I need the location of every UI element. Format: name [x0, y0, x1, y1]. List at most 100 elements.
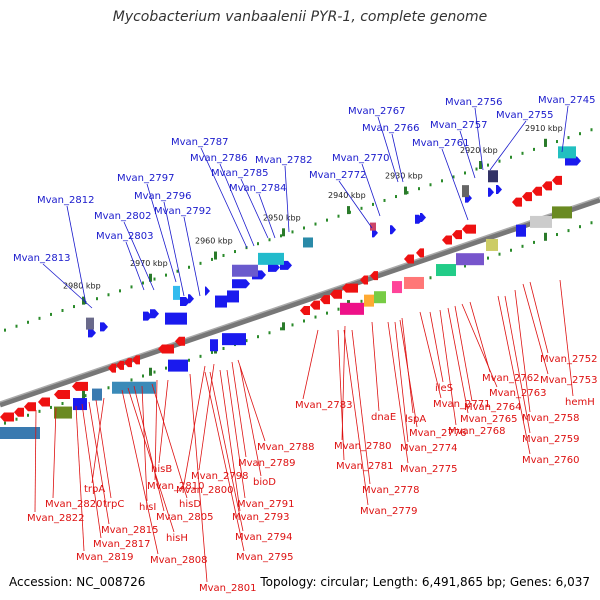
plus-gene-arrow [488, 187, 494, 197]
minus-gene-label: Mvan_2815 [101, 525, 158, 536]
plus-gene-block [258, 252, 284, 265]
minus-gene-block [404, 276, 424, 289]
plus-gene-label: Mvan_2812 [37, 195, 94, 206]
minus-gene-arrow [38, 397, 50, 407]
minus-label-leader [34, 409, 37, 513]
minus-label-leader [204, 371, 245, 552]
plus-gene-block [173, 285, 180, 300]
ruler-tick-label: 2930 kbp [385, 172, 423, 181]
minus-gene-block [486, 238, 498, 251]
minus-label-leader [429, 311, 444, 383]
minus-gene-block [364, 294, 374, 307]
plus-label-leader [459, 130, 476, 179]
plus-label-leader [338, 180, 373, 229]
plus-gene-label: Mvan_2782 [255, 155, 312, 166]
minus-gene-label: hemH [565, 397, 595, 408]
minus-gene-arrow [370, 271, 378, 281]
minus-label-leader [504, 295, 531, 434]
minus-label-leader [522, 283, 549, 375]
minus-label-leader [469, 301, 491, 373]
plus-gene-label: Mvan_2796 [134, 191, 191, 202]
plus-label-leader [42, 263, 93, 309]
plus-label-leader [474, 107, 484, 171]
minus-gene-label: Mvan_2776 [409, 428, 466, 439]
minus-gene-arrow [416, 248, 424, 258]
minus-gene-label: trpC [103, 499, 124, 510]
minus-gene-label: Mvan_2810 [147, 481, 204, 492]
minus-label-leader [394, 321, 409, 443]
minus-gene-arrow [532, 186, 542, 196]
minus-gene-arrow [300, 306, 310, 315]
minus-label-leader [351, 329, 371, 485]
minus-gene-arrow [360, 275, 368, 285]
minus-gene-block [516, 224, 526, 237]
minus-label-leaders [34, 279, 574, 583]
plus-gene-labels: Mvan_2745 Mvan_2755 Mvan_2756 Mvan_2757 Mvan… [13, 95, 595, 264]
plus-gene-label: Mvan_2757 [430, 120, 487, 131]
plus-label-leader [258, 193, 276, 239]
minus-gene-label: Mvan_2760 [522, 455, 579, 466]
plus-gene-arrow [372, 228, 378, 238]
minus-gene-label: Mvan_2753 [540, 375, 597, 386]
ruler-tick [404, 186, 407, 195]
minus-gene-label: Mvan_2762 [482, 373, 539, 384]
minus-label-leader [154, 379, 158, 481]
plus-label-leader [200, 147, 248, 249]
plus-gene-label: Mvan_2784 [229, 183, 286, 194]
minus-gene-block [168, 359, 188, 372]
ruler-tick-label: 2920 kbp [460, 146, 498, 155]
ruler-tick [544, 138, 547, 147]
minus-gene-label: Mvan_2808 [150, 555, 207, 566]
plus-gene-label: Mvan_2755 [496, 110, 553, 121]
minus-gene-label: Mvan_2781 [336, 461, 393, 472]
minus-gene-label: Mvan_2789 [238, 458, 295, 469]
ruler-tick-inner [282, 322, 285, 331]
plus-gene-arrow [390, 225, 396, 235]
plus-gene-label: Mvan_2792 [154, 206, 211, 217]
minus-gene-arrow [552, 175, 562, 185]
minus-gene-label: Mvan_2779 [360, 506, 417, 517]
minus-label-leader [343, 329, 369, 506]
plus-gene-block [86, 317, 94, 330]
minus-gene-arrow [116, 360, 124, 370]
plus-gene-block [303, 237, 313, 248]
minus-gene-block [92, 388, 102, 401]
plus-gene-label: Mvan_2766 [362, 123, 419, 134]
ruler-tick-inner [544, 232, 547, 241]
plus-gene-label: Mvan_2786 [190, 153, 247, 164]
minus-gene-label: Mvan_2805 [156, 512, 213, 523]
plus-gene-arrow [496, 185, 502, 195]
plus-label-leader [441, 148, 469, 221]
minus-label-leader [133, 385, 165, 512]
minus-label-leader [337, 329, 345, 461]
ruler-tick-label: 2940 kbp [328, 191, 366, 200]
plus-gene-block [232, 264, 258, 277]
plus-label-leader [377, 116, 399, 183]
minus-label-leader [419, 311, 442, 399]
minus-label-leader [95, 399, 112, 499]
minus-label-leader [189, 373, 208, 583]
minus-gene-label: Mvan_2763 [489, 388, 546, 399]
ruler-tick-inner [149, 367, 152, 376]
ruler-tick-label: 2910 kbp [525, 124, 563, 133]
minus-gene-label: lspA [405, 414, 426, 425]
minus-gene-block [552, 206, 572, 219]
plus-gene-arrow [150, 309, 159, 319]
minus-label-leader [151, 383, 188, 499]
ruler-tick [214, 251, 217, 260]
minus-gene-label: Mvan_2780 [334, 441, 391, 452]
ruler-tick [282, 228, 285, 237]
minus-gene-label: Mvan_2778 [362, 485, 419, 496]
plus-gene-arrow [180, 297, 190, 306]
minus-gene-label: Mvan_2800 [176, 485, 233, 496]
minus-label-leader [399, 319, 418, 428]
minus-gene-block [112, 381, 156, 394]
minus-gene-arrow [522, 192, 532, 202]
plus-gene-label: Mvan_2770 [332, 153, 389, 164]
minus-label-leader [371, 321, 380, 412]
minus-gene-label: Mvan_2801 [199, 583, 256, 594]
minus-gene-label: Mvan_2765 [460, 414, 517, 425]
plus-gene-arrow [188, 294, 194, 304]
plus-gene-block [558, 146, 576, 159]
